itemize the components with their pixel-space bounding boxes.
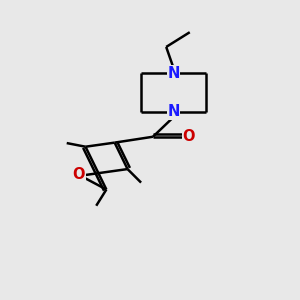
Text: N: N [167,104,180,119]
Text: O: O [183,129,195,144]
Text: N: N [167,66,180,81]
Text: O: O [73,167,85,182]
